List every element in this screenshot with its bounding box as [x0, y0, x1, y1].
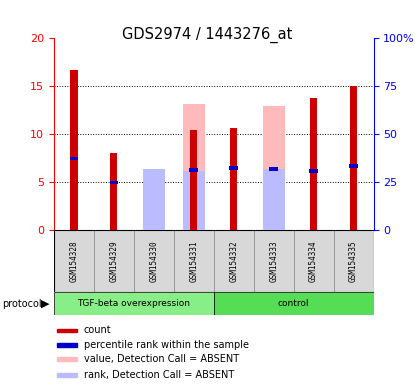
Text: ▶: ▶ [41, 299, 49, 309]
Bar [57, 329, 77, 332]
Text: percentile rank within the sample: percentile rank within the sample [83, 340, 249, 350]
Text: GSM154332: GSM154332 [229, 240, 238, 282]
Bar [263, 169, 285, 230]
Bar [183, 171, 205, 230]
Text: GSM154329: GSM154329 [110, 240, 118, 282]
Bar [183, 104, 205, 230]
Bar [174, 230, 214, 292]
Bar [349, 164, 358, 168]
Bar [57, 373, 77, 377]
Text: GSM154333: GSM154333 [269, 240, 278, 282]
Bar [143, 169, 165, 230]
Bar [230, 127, 237, 230]
Text: value, Detection Call = ABSENT: value, Detection Call = ABSENT [83, 354, 239, 364]
Text: control: control [278, 299, 309, 308]
Bar [269, 167, 278, 170]
Bar [189, 168, 198, 172]
Bar [190, 129, 198, 230]
Bar [70, 70, 78, 230]
Bar [350, 86, 357, 230]
Text: GSM154328: GSM154328 [69, 240, 78, 282]
Bar [263, 106, 285, 230]
Text: protocol: protocol [2, 299, 42, 309]
Text: count: count [83, 326, 111, 336]
Bar [57, 343, 77, 347]
Bar [110, 152, 117, 230]
Bar [57, 358, 77, 361]
Text: GSM154330: GSM154330 [149, 240, 158, 282]
Text: GSM154335: GSM154335 [349, 240, 358, 282]
Text: TGF-beta overexpression: TGF-beta overexpression [77, 299, 190, 308]
Text: rank, Detection Call = ABSENT: rank, Detection Call = ABSENT [83, 370, 234, 380]
Bar [214, 292, 374, 315]
Bar [310, 98, 317, 230]
Bar [54, 230, 94, 292]
Text: GDS2974 / 1443276_at: GDS2974 / 1443276_at [122, 27, 293, 43]
Text: GSM154334: GSM154334 [309, 240, 318, 282]
Bar [214, 230, 254, 292]
Bar [134, 230, 174, 292]
Bar [94, 230, 134, 292]
Bar [334, 230, 374, 292]
Bar [294, 230, 334, 292]
Bar [70, 157, 78, 160]
Bar [143, 196, 165, 230]
Bar [229, 166, 238, 170]
Bar [309, 169, 318, 172]
Bar [110, 181, 118, 184]
Text: GSM154331: GSM154331 [189, 240, 198, 282]
Bar [54, 292, 214, 315]
Bar [254, 230, 294, 292]
